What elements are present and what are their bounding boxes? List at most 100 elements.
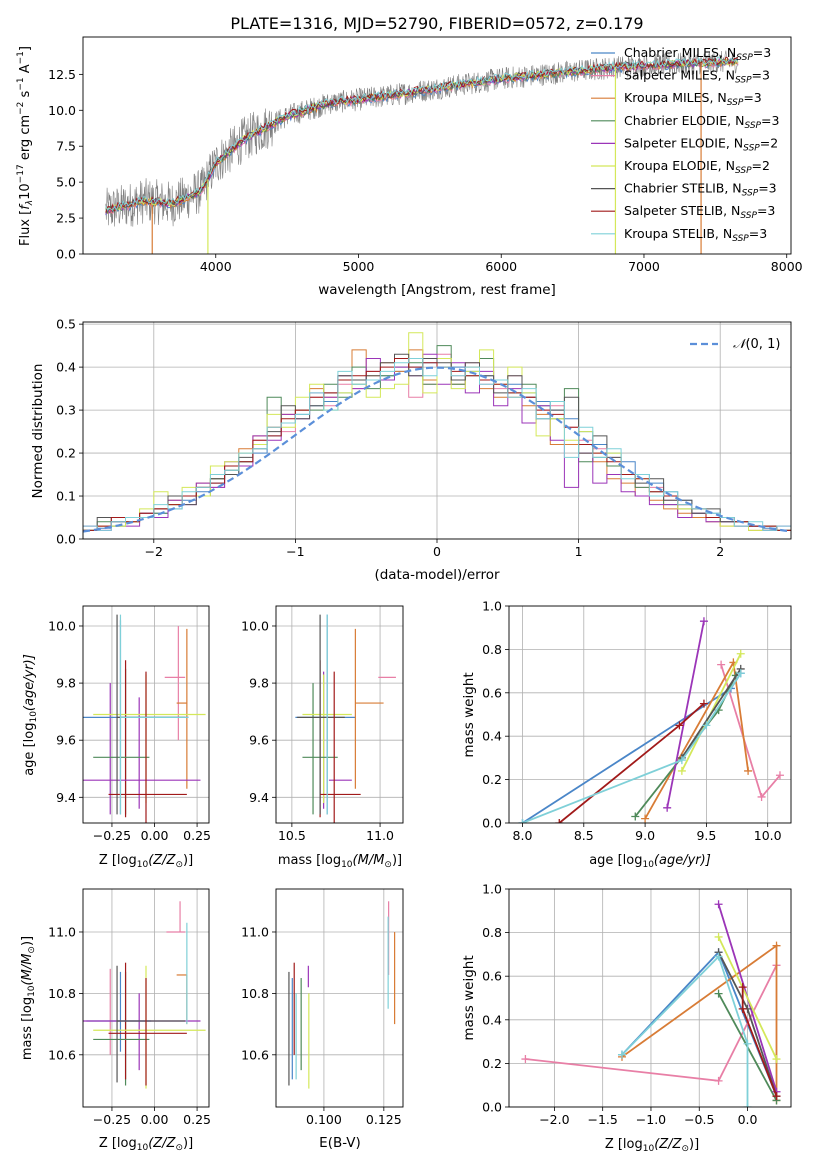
- plot-area: [276, 889, 403, 1107]
- legend-entry: Chabrier ELODIE, NSSP=3: [624, 113, 779, 131]
- plus-marker: [555, 819, 564, 823]
- x-tick-label: 2: [716, 544, 724, 559]
- axes-frame: [275, 888, 404, 1108]
- legend-entry: Salpeter MILES, NSSP=3: [624, 68, 770, 86]
- y-tick-label: 0.5: [56, 317, 76, 332]
- x-tick-label: 0.100: [306, 1112, 342, 1127]
- plus-marker: [772, 1092, 781, 1101]
- x-tick-label: −2: [145, 544, 163, 559]
- axes-frame: [275, 605, 404, 824]
- x-tick-label: 8.0: [513, 828, 533, 843]
- y-tick-label: 10.8: [241, 986, 269, 1001]
- axes-frame: [82, 605, 210, 824]
- normal-curve: [83, 366, 791, 533]
- x-tick-label: −1: [286, 544, 304, 559]
- plus-marker: [663, 803, 672, 812]
- y-tick-label: 0.3: [56, 403, 76, 418]
- x-tick-label: 5000: [343, 259, 375, 274]
- x-tick-label: 0.25: [183, 1112, 211, 1127]
- y-tick-label: 0.4: [56, 360, 76, 375]
- x-tick-label: 1: [575, 544, 583, 559]
- plus-marker: [743, 1039, 752, 1048]
- x-tick-label: 8000: [771, 259, 803, 274]
- y-tick-label: 7.5: [56, 139, 76, 154]
- x-tick-label: −2.0: [539, 1112, 569, 1127]
- x-tick-label: 9.0: [635, 828, 655, 843]
- plus-marker: [641, 814, 650, 823]
- x-tick-label: 7000: [628, 259, 660, 274]
- massweight-line: [621, 954, 749, 1107]
- plus-marker: [699, 617, 708, 626]
- legend-entry: Kroupa STELIB, NSSP=3: [624, 226, 767, 244]
- plus-marker: [631, 812, 640, 821]
- y-tick-label: 10.6: [48, 1047, 76, 1062]
- y-tick-label: 10.0: [241, 618, 269, 633]
- y-tick-label: 0.2: [482, 1056, 502, 1071]
- plus-marker: [702, 721, 711, 730]
- massweight-vs-z-xlabel: Z [log10(Z/Z⊙)]: [605, 1137, 699, 1154]
- x-tick-label: −1.5: [587, 1112, 617, 1127]
- x-tick-label: 6000: [485, 259, 517, 274]
- mass-vs-ebv-panel: 0.100 0.125 10.6 10.8 11.0: [241, 888, 404, 1127]
- figure-title: PLATE=1316, MJD=52790, FIBERID=0572, z=0…: [230, 14, 643, 33]
- y-tick-label: 0.2: [482, 772, 502, 787]
- x-tick-label: 0.0: [738, 1112, 758, 1127]
- spectrum-panel: 4000 5000 6000 7000 8000 0.0 2.5 5.0 7.5 10.0 12.5…: [48, 36, 803, 274]
- y-tick-label: 9.8: [56, 676, 76, 691]
- massweight-vs-z-ylabel: mass weight: [461, 955, 477, 1040]
- plot-area: [276, 606, 403, 823]
- plus-marker: [714, 952, 723, 961]
- plus-marker: [772, 1055, 781, 1064]
- y-tick-label: 0.1: [56, 489, 76, 504]
- age-vs-mass-panel: 10.5 11.0 9.4 9.6 9.8 10.0: [241, 605, 404, 843]
- plus-marker: [677, 756, 686, 765]
- x-tick-label: 11.0: [366, 828, 394, 843]
- y-tick-label: 5.0: [56, 175, 76, 190]
- massweight-line: [717, 936, 778, 1060]
- plus-marker: [518, 819, 527, 823]
- y-tick-label: 0.0: [56, 532, 76, 547]
- residual-xlabel: (data-model)/error: [374, 567, 500, 583]
- legend-entry: Chabrier MILES, NSSP=3: [624, 45, 771, 63]
- plus-marker: [772, 941, 781, 950]
- y-tick-label: 11.0: [241, 924, 269, 939]
- plus-marker: [714, 932, 723, 941]
- plus-marker: [677, 766, 686, 775]
- plot-area: [83, 606, 209, 823]
- x-tick-label: −1.0: [636, 1112, 666, 1127]
- x-tick-label: −0.25: [93, 828, 131, 843]
- x-tick-label: 9.5: [696, 828, 716, 843]
- axes-frame: [508, 605, 792, 824]
- y-tick-label: 10.8: [48, 986, 76, 1001]
- plot-area: [83, 889, 209, 1107]
- x-tick-label: −0.25: [93, 1112, 131, 1127]
- plus-marker: [757, 792, 766, 801]
- plus-marker: [714, 989, 723, 998]
- plus-marker: [738, 983, 747, 992]
- massweight-vs-age-xlabel: age [log10(age/yr)]: [589, 853, 711, 870]
- plus-marker: [743, 1103, 752, 1107]
- axes-frame: [82, 321, 792, 540]
- y-tick-label: 0.4: [482, 1012, 502, 1027]
- massweight-vs-age-panel: 8.0 8.5 9.0 9.5 10.0 0.0 0.2 0.4 0.6 0.8 1.0: [482, 599, 792, 843]
- y-tick-label: 0.0: [482, 1100, 502, 1115]
- x-tick-label: 10.5: [278, 828, 306, 843]
- y-tick-label: 1.0: [482, 882, 502, 897]
- spectrum-ylabel: Flux [fλ10−17 erg cm−2 s−1 A−1]: [16, 46, 35, 246]
- massweight-vs-age-ylabel: mass weight: [461, 672, 477, 757]
- legend-entry: Chabrier STELIB, NSSP=3: [624, 181, 777, 199]
- axes-frame: [82, 888, 210, 1108]
- massweight-line: [666, 621, 705, 808]
- plot-area: [509, 889, 791, 1107]
- x-tick-label: 4000: [200, 259, 232, 274]
- normal-legend-label: 𝒩(0, 1): [733, 337, 780, 352]
- x-tick-label: 0.00: [141, 828, 169, 843]
- plus-marker: [775, 771, 784, 780]
- mass-vs-z-panel: −0.25 0.00 0.25 10.6 10.8 11.0: [48, 888, 211, 1127]
- plus-marker: [717, 660, 726, 669]
- plus-marker: [714, 900, 723, 909]
- y-tick-label: 10.0: [48, 618, 76, 633]
- y-tick-label: 1.0: [482, 599, 502, 614]
- y-tick-label: 10.0: [48, 103, 76, 118]
